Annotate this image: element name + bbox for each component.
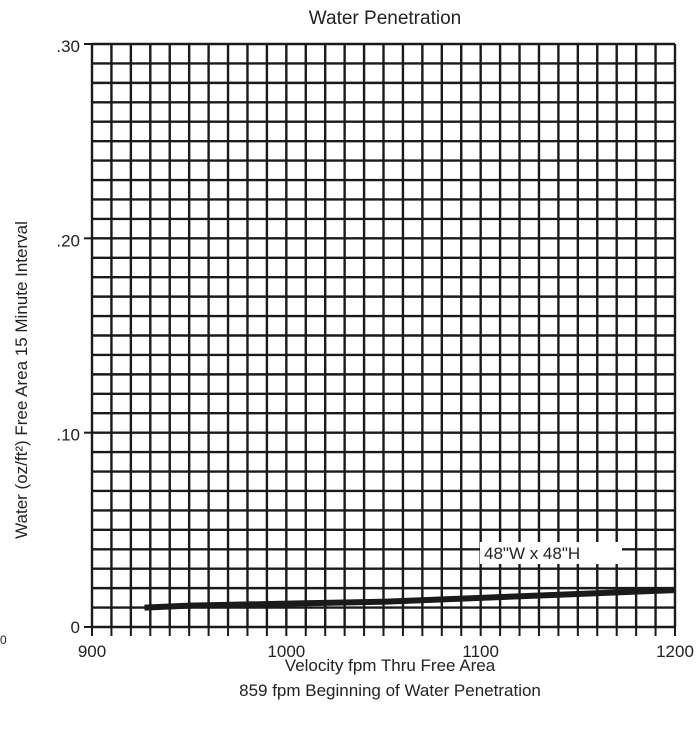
series-line-48x48 [144, 587, 676, 611]
grid [90, 42, 677, 629]
legend-background [480, 542, 622, 564]
legend: 48"W x 48"H [480, 542, 622, 564]
y-tick-label: .10 [56, 426, 80, 445]
y-tick-label: 0 [71, 618, 80, 637]
x-axis-sublabel: 859 fpm Beginning of Water Penetration [239, 681, 541, 700]
x-tick-label: 1100 [462, 642, 499, 661]
legend-label: 48"W x 48"H [484, 544, 580, 563]
tick-labels: 900 1000 1100 1200 0 .10 .20 .30 [56, 37, 694, 661]
x-axis-label: Velocity fpm Thru Free Area [284, 656, 496, 675]
tick-marks [84, 43, 676, 636]
edge-zero-label: 0 [0, 633, 7, 647]
series-layer [144, 587, 676, 611]
x-tick-label: 900 [78, 642, 106, 661]
y-tick-label: .20 [56, 231, 80, 250]
y-tick-label: .30 [56, 37, 80, 56]
chart-title: Water Penetration [308, 8, 462, 29]
x-tick-label: 1000 [267, 642, 305, 661]
x-tick-label: 1200 [656, 642, 694, 661]
